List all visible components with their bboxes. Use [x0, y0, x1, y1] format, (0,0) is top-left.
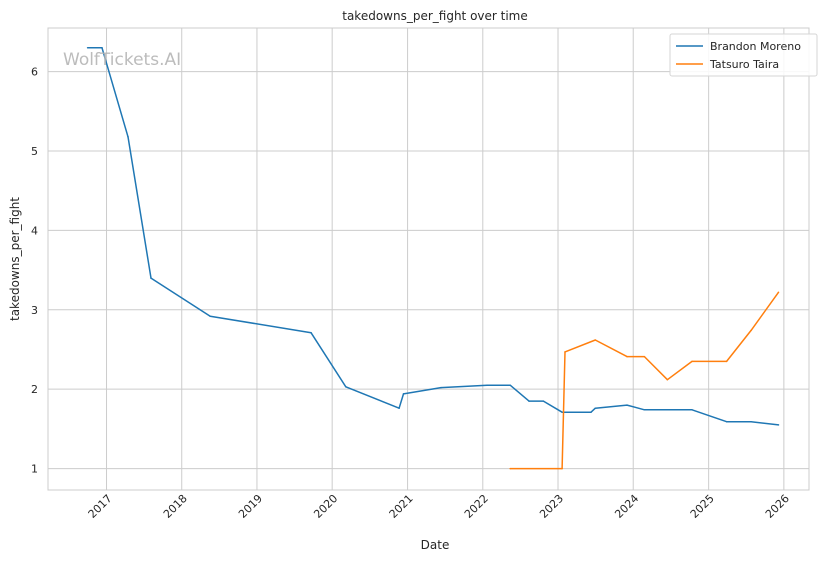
legend-label-tatsuro-taira: Tatsuro Taira — [709, 58, 779, 71]
data-point-brandon-moreno-3 — [150, 277, 152, 279]
data-point-tatsuro-taira-7 — [691, 360, 693, 363]
data-point-brandon-moreno-15 — [590, 411, 592, 413]
data-point-tatsuro-taira-2 — [564, 351, 566, 353]
data-point-brandon-moreno-21 — [750, 420, 752, 423]
y-tick-label-3: 3 — [31, 304, 38, 317]
data-point-brandon-moreno-1 — [101, 47, 103, 49]
legend-label-brandon-moreno: Brandon Moreno — [710, 40, 801, 53]
series-lines — [86, 47, 780, 470]
data-point-brandon-moreno-12 — [528, 400, 530, 402]
y-tick-label-1: 1 — [31, 463, 38, 476]
data-point-tatsuro-taira-4 — [626, 355, 628, 358]
y-tick-label-5: 5 — [31, 145, 38, 158]
data-point-brandon-moreno-6 — [345, 386, 347, 388]
data-point-brandon-moreno-7 — [398, 407, 400, 409]
data-point-brandon-moreno-9 — [440, 386, 442, 389]
legend-box — [669, 33, 818, 77]
gridlines — [48, 28, 809, 490]
data-point-tatsuro-taira-3 — [594, 339, 597, 341]
data-point-tatsuro-taira-9 — [750, 329, 752, 332]
data-point-brandon-moreno-0 — [86, 47, 89, 49]
data-point-brandon-moreno-11 — [509, 384, 511, 386]
data-point-brandon-moreno-19 — [691, 409, 693, 411]
data-point-tatsuro-taira-5 — [643, 355, 646, 358]
plot-area — [47, 27, 810, 491]
data-point-brandon-moreno-20 — [725, 420, 728, 423]
data-point-tatsuro-taira-6 — [666, 378, 669, 381]
data-point-brandon-moreno-14 — [561, 411, 563, 413]
data-point-brandon-moreno-17 — [626, 404, 628, 406]
data-point-brandon-moreno-22 — [777, 424, 780, 426]
data-point-tatsuro-taira-0 — [509, 467, 511, 470]
data-point-brandon-moreno-13 — [542, 400, 545, 402]
data-point-brandon-moreno-5 — [310, 332, 312, 334]
data-point-brandon-moreno-2 — [127, 136, 129, 138]
data-point-tatsuro-taira-1 — [561, 467, 563, 470]
chart-title: takedowns_per_fight over time — [342, 9, 528, 23]
legend: Brandon Moreno Tatsuro Taira — [669, 33, 818, 77]
data-point-brandon-moreno-18 — [643, 409, 646, 411]
y-tick-label-2: 2 — [31, 383, 38, 396]
data-point-tatsuro-taira-8 — [725, 360, 728, 363]
y-axis-label: takedowns_per_fight — [8, 197, 22, 321]
y-tick-label-4: 4 — [31, 224, 38, 237]
data-point-brandon-moreno-8 — [402, 393, 405, 395]
data-point-brandon-moreno-16 — [594, 407, 597, 409]
data-point-brandon-moreno-10 — [486, 384, 488, 386]
y-tick-label-6: 6 — [31, 66, 38, 79]
x-axis-label: Date — [421, 538, 450, 552]
data-point-tatsuro-taira-10 — [777, 291, 780, 294]
data-point-brandon-moreno-4 — [209, 315, 211, 317]
watermark-text: WolfTickets.AI — [63, 50, 181, 70]
